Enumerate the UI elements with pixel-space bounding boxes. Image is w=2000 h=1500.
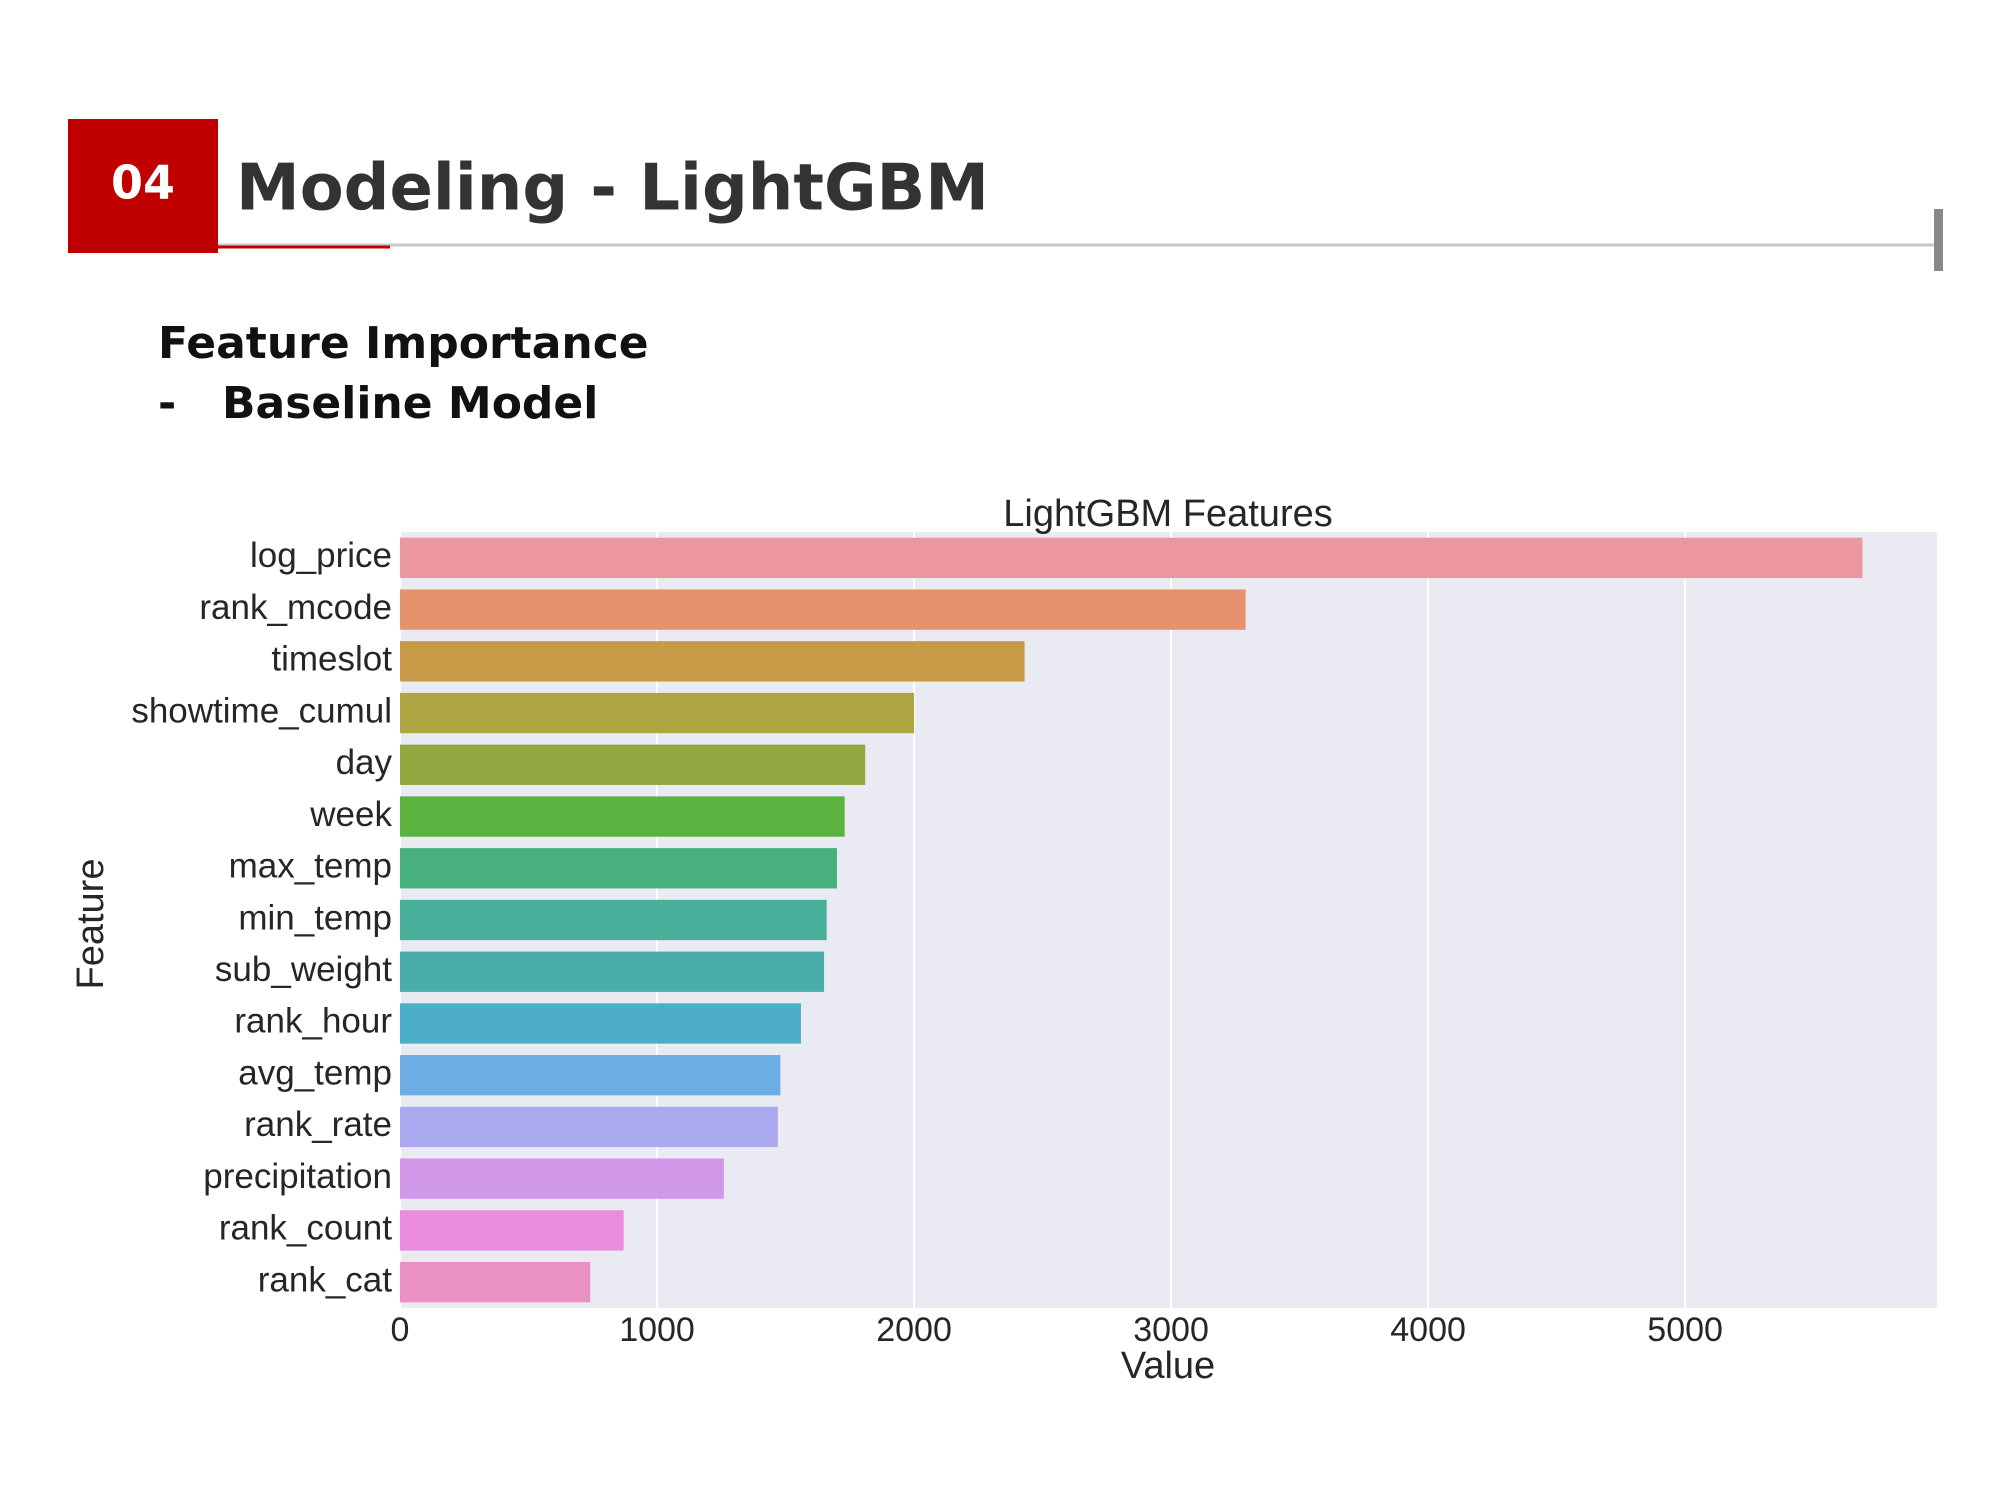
x-tick-label: 3000 [1133, 1311, 1209, 1349]
bar [400, 1261, 591, 1303]
bar [400, 1158, 724, 1199]
bar [400, 1106, 778, 1148]
x-axis-label: Value [1121, 1345, 1215, 1387]
subtitle-dash: - [158, 378, 176, 429]
bar [400, 848, 837, 889]
x-tick-label: 1000 [619, 1311, 695, 1349]
y-tick-label: min_temp [238, 898, 392, 937]
y-tick-label: rank_cat [258, 1260, 393, 1299]
slide-title: Modeling - LightGBM [236, 152, 989, 226]
y-tick-label: showtime_cumul [131, 691, 392, 730]
y-tick-label: rank_mcode [199, 588, 392, 627]
y-tick-label: rank_rate [244, 1105, 392, 1144]
y-axis-label: Feature [70, 859, 112, 990]
y-tick-label: sub_weight [215, 950, 392, 989]
y-tick-label: rank_count [219, 1209, 392, 1248]
x-tick-label: 5000 [1647, 1311, 1723, 1349]
bar [400, 1003, 801, 1044]
section-badge [68, 119, 218, 253]
rule-end [1934, 209, 1943, 271]
y-tick-label: rank_hour [234, 1002, 392, 1041]
y-tick-label: week [309, 795, 392, 834]
y-tick-label: timeslot [271, 640, 392, 679]
chart-title: LightGBM Features [1003, 493, 1332, 535]
bar [400, 899, 827, 941]
bar [400, 589, 1246, 630]
chart: LightGBM Features Value Feature 0 1000 200… [70, 493, 1937, 1387]
bar [400, 641, 1025, 682]
y-tick-label: max_temp [229, 847, 392, 886]
y-tick-label: avg_temp [238, 1053, 392, 1092]
bar [400, 744, 866, 785]
y-tick-label: precipitation [203, 1157, 392, 1196]
subtitle: Baseline Model [222, 378, 598, 429]
bar [400, 796, 845, 837]
bar [400, 1210, 624, 1251]
x-tick-label: 2000 [876, 1311, 952, 1349]
subtitle: Feature Importance [158, 318, 649, 369]
x-tick-label: 4000 [1390, 1311, 1466, 1349]
bar [400, 951, 825, 992]
y-tick-label: log_price [250, 536, 392, 575]
bar [400, 1055, 781, 1096]
x-tick-label: 0 [391, 1311, 410, 1349]
bar [400, 692, 915, 734]
section-number: 04 [111, 156, 175, 210]
y-tick-label: day [336, 743, 393, 782]
bar [400, 537, 1863, 579]
